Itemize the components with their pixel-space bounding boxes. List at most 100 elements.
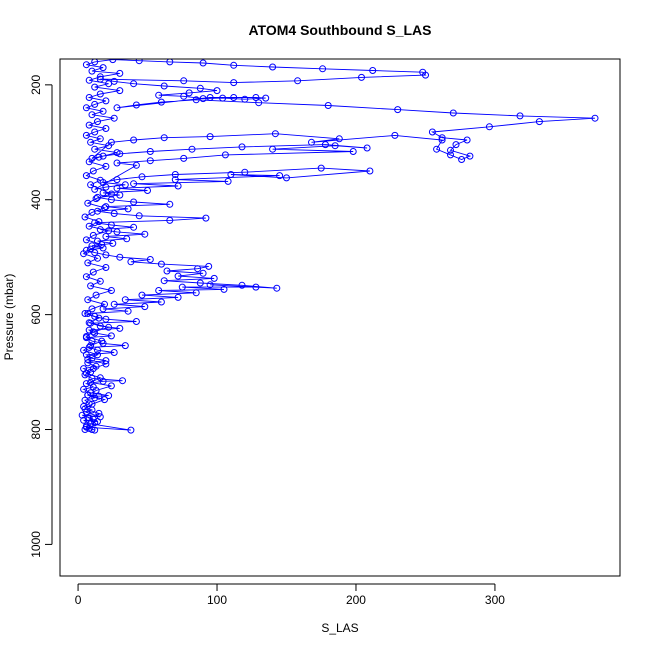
data-point (91, 419, 99, 427)
data-point (130, 136, 138, 144)
data-point (91, 219, 99, 227)
data-point (99, 189, 107, 197)
data-point (132, 161, 140, 169)
data-point (591, 114, 599, 122)
data-point (88, 208, 96, 216)
data-point (141, 303, 149, 311)
data-point (85, 414, 93, 422)
data-point (452, 141, 460, 149)
data-point (174, 293, 182, 301)
data-point (96, 176, 104, 184)
data-point (206, 281, 214, 289)
data-layer (78, 59, 599, 434)
data-point (85, 121, 93, 129)
data-point (130, 180, 138, 188)
data-point (89, 365, 97, 373)
data-point (269, 145, 277, 153)
data-point (102, 357, 110, 365)
data-point (85, 326, 93, 334)
data-point (196, 279, 204, 287)
data-point (92, 387, 100, 394)
data-point (113, 228, 121, 236)
data-point (84, 296, 92, 304)
data-point (119, 377, 126, 385)
data-point (91, 249, 99, 257)
data-point (428, 128, 436, 136)
data-point (82, 380, 90, 388)
data-point (102, 125, 110, 132)
data-point (107, 287, 115, 294)
data-point (89, 328, 97, 336)
y-tick-label: 800 (29, 419, 43, 439)
data-point (199, 59, 207, 67)
data-point (319, 65, 327, 73)
data-point (116, 191, 124, 199)
data-point (82, 273, 90, 281)
data-point (155, 287, 163, 294)
data-point (124, 205, 132, 213)
data-point (105, 80, 113, 88)
data-point (102, 251, 110, 259)
data-point (91, 145, 99, 153)
data-point (96, 413, 104, 421)
x-tick-label: 100 (207, 593, 227, 607)
data-point (85, 343, 93, 351)
data-point (221, 151, 229, 159)
data-point (317, 164, 325, 172)
data-point (192, 289, 200, 297)
data-point (80, 385, 88, 393)
data-point (447, 151, 454, 159)
plot-frame (59, 58, 621, 577)
data-point (238, 281, 246, 289)
data-point (81, 213, 89, 221)
data-point (433, 145, 441, 153)
data-point (220, 285, 228, 293)
data-point (227, 171, 235, 178)
data-point (130, 223, 138, 231)
data-point (180, 77, 188, 85)
data-point (105, 392, 113, 400)
data-point (85, 222, 93, 230)
data-point (85, 94, 93, 101)
data-point (178, 283, 186, 291)
data-point (138, 173, 146, 181)
data-point (121, 296, 129, 304)
data-point (144, 187, 151, 194)
data-point (87, 342, 95, 350)
data-point (188, 145, 196, 153)
data-point (121, 342, 129, 350)
data-point (157, 298, 165, 306)
data-point (84, 355, 92, 363)
data-point (95, 314, 103, 322)
data-point (199, 95, 207, 103)
data-point (91, 329, 99, 337)
data-point (138, 291, 146, 299)
data-point (109, 59, 117, 64)
data-point (98, 337, 106, 345)
data-point (283, 174, 290, 182)
data-point (95, 409, 103, 417)
data-point (321, 141, 329, 149)
data-point (82, 172, 90, 180)
data-point (95, 153, 103, 161)
data-point (241, 168, 249, 176)
data-point (238, 143, 246, 151)
data-point (113, 176, 121, 184)
data-point (91, 394, 99, 402)
data-point (102, 183, 110, 191)
data-point (89, 268, 97, 276)
data-point (163, 267, 171, 275)
data-point (116, 69, 124, 77)
data-point (116, 253, 124, 261)
y-axis-label: Pressure (mbar) (2, 274, 16, 361)
data-point (155, 91, 163, 99)
data-point (466, 152, 474, 160)
data-point (130, 80, 138, 88)
data-point (269, 63, 277, 71)
data-point (205, 262, 213, 270)
data-point (88, 374, 96, 382)
data-point (85, 158, 93, 166)
data-point (91, 100, 99, 108)
data-point (331, 142, 339, 150)
data-point (98, 241, 106, 248)
